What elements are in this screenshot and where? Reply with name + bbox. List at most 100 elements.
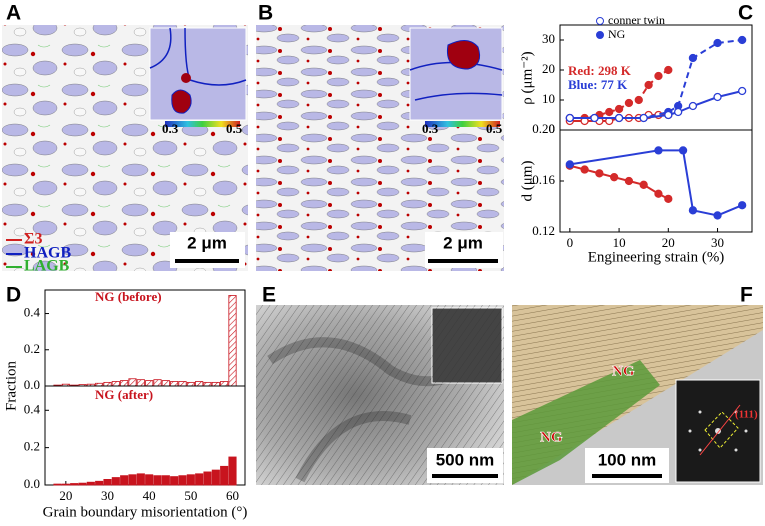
panel-letter: A bbox=[6, 2, 21, 25]
y-tick-label: 0.16 bbox=[532, 172, 555, 187]
hist-bar bbox=[228, 456, 237, 486]
scale-bar bbox=[432, 474, 498, 478]
data-point bbox=[678, 146, 688, 155]
hist-bar bbox=[95, 480, 104, 486]
x-tick-label: 20 bbox=[662, 235, 675, 250]
y-tick-label: 0.4 bbox=[24, 305, 41, 320]
scale-label: 2 μm bbox=[187, 233, 227, 252]
y-axis-label: Fraction bbox=[3, 361, 19, 411]
data-point bbox=[738, 35, 747, 45]
hist-bar bbox=[145, 474, 154, 486]
diffraction-spots bbox=[688, 410, 748, 452]
scale-label: 500 nm bbox=[436, 450, 495, 469]
hist-bar bbox=[170, 476, 179, 486]
hist-bar bbox=[153, 379, 162, 387]
y-tick-label: 0.2 bbox=[24, 439, 40, 454]
colorbar bbox=[165, 121, 240, 127]
data-point bbox=[565, 113, 574, 123]
hist-bar bbox=[153, 475, 162, 486]
data-point bbox=[664, 110, 673, 120]
ng-label: NG bbox=[612, 363, 635, 379]
x-axis-label: Grain boundary misorientation (°) bbox=[43, 504, 248, 520]
axis-line bbox=[699, 404, 741, 456]
panel-letter: D bbox=[6, 284, 21, 307]
data-point bbox=[713, 211, 722, 220]
x-tick-label: 60 bbox=[226, 488, 239, 503]
plot-frame bbox=[44, 289, 246, 387]
y-axis-label: ρ (μm⁻²) bbox=[519, 51, 535, 104]
hist-bar bbox=[220, 465, 229, 486]
hist-bar bbox=[53, 483, 62, 486]
data-point bbox=[738, 201, 747, 210]
x-tick-label: 30 bbox=[101, 488, 114, 503]
legend-marker bbox=[596, 17, 604, 25]
data-point bbox=[614, 104, 624, 114]
hist-bar bbox=[145, 380, 154, 387]
data-point bbox=[590, 113, 599, 123]
plane-label: (111) bbox=[735, 409, 758, 421]
hist-bar bbox=[203, 471, 212, 486]
scale-label: 100 nm bbox=[598, 450, 657, 469]
x-tick-label: 0 bbox=[567, 235, 574, 250]
hist-bar bbox=[120, 475, 129, 486]
grain bbox=[181, 73, 191, 83]
hist-bar bbox=[103, 381, 112, 387]
legend-label: conner twin bbox=[608, 13, 665, 27]
hist-bar bbox=[78, 482, 87, 486]
colorbar bbox=[425, 121, 500, 127]
hist-bar bbox=[161, 380, 170, 387]
hist-bar bbox=[178, 381, 187, 387]
legend-label: NG bbox=[608, 27, 626, 41]
annotation: Blue: 77 K bbox=[568, 77, 628, 92]
data-point bbox=[713, 92, 722, 102]
colorbar-label: 0.3 bbox=[422, 121, 439, 136]
annotation: NG (after) bbox=[95, 387, 153, 402]
inset bbox=[149, 27, 247, 121]
panel-letter: B bbox=[258, 2, 273, 25]
grain bbox=[446, 40, 481, 70]
colorbar-label: 0.5 bbox=[486, 121, 503, 136]
data-point bbox=[654, 71, 663, 81]
data-point bbox=[639, 180, 648, 189]
y-tick-label: 0.0 bbox=[24, 377, 40, 392]
data-point bbox=[614, 113, 624, 123]
ng-label: NG bbox=[540, 429, 563, 445]
panel-letter: F bbox=[740, 284, 753, 307]
data-point bbox=[664, 194, 673, 204]
data-point bbox=[738, 86, 747, 96]
hist-bar bbox=[211, 381, 220, 387]
y-tick-label: 0.12 bbox=[532, 223, 555, 238]
series-line bbox=[569, 149, 743, 217]
hist-bar bbox=[120, 380, 129, 387]
x-tick-label: 50 bbox=[184, 488, 197, 503]
scale-label: 2 μm bbox=[443, 233, 483, 252]
scale-bar bbox=[175, 259, 239, 263]
hist-bar bbox=[211, 469, 220, 486]
y-tick-label: 20 bbox=[542, 61, 555, 76]
data-point bbox=[610, 173, 619, 182]
plot-frame bbox=[44, 385, 246, 486]
hist-bar bbox=[220, 381, 229, 387]
ng-region bbox=[512, 360, 660, 485]
data-point bbox=[624, 176, 634, 186]
data-point bbox=[644, 80, 653, 90]
hist-bar bbox=[128, 474, 137, 486]
annotation: Red: 298 K bbox=[568, 63, 632, 78]
hist-bar bbox=[228, 295, 237, 387]
grain bbox=[171, 89, 192, 114]
y-tick-label: 0.20 bbox=[532, 121, 555, 136]
data-point bbox=[713, 38, 722, 48]
scale-bar bbox=[428, 259, 498, 263]
hist-bar bbox=[136, 379, 145, 387]
data-point bbox=[595, 169, 604, 178]
hist-bar bbox=[103, 478, 112, 486]
hist-bar bbox=[70, 483, 79, 486]
plot-frame bbox=[559, 129, 753, 233]
hist-bar bbox=[195, 381, 204, 387]
y-tick-label: 0 bbox=[549, 121, 556, 136]
x-tick-label: 30 bbox=[711, 235, 724, 250]
hist-bar bbox=[111, 477, 120, 486]
data-point bbox=[639, 113, 648, 123]
data-point bbox=[664, 65, 673, 75]
